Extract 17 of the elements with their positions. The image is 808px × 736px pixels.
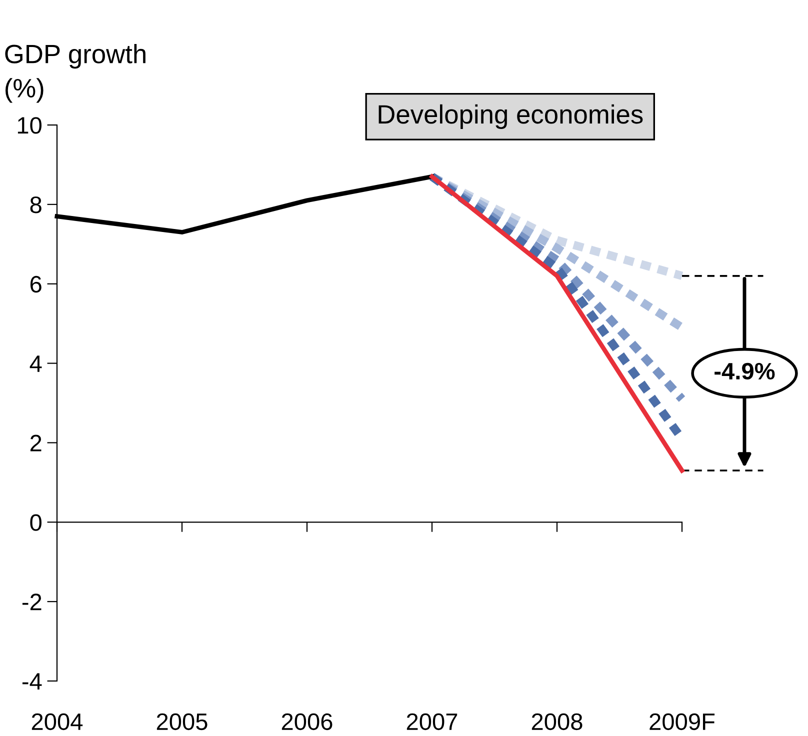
- y-tick-label: 8: [30, 196, 42, 214]
- x-tick-label: 2004: [32, 713, 83, 730]
- x-tick-label: 2006: [282, 713, 332, 730]
- x-tick-label: 2007: [406, 713, 458, 730]
- y-tick-label: 2: [30, 434, 42, 452]
- x-tick-label: 2005: [156, 713, 208, 730]
- x-tick-label: 2008: [532, 713, 582, 730]
- chart-title: Developing economies: [378, 104, 643, 129]
- y-tick-label: -2: [22, 594, 42, 610]
- y-tick-label: 6: [30, 276, 42, 293]
- y-tick-label: -4: [22, 673, 42, 690]
- y-tick-label: 10: [18, 117, 42, 134]
- y-tick-label: 4: [30, 356, 42, 372]
- y-axis-title: GDP growth (%): [5, 44, 146, 103]
- x-tick-label: 2009F: [650, 713, 715, 730]
- text: -4.9%: [714, 362, 775, 380]
- y-tick-label: 0: [30, 514, 42, 531]
